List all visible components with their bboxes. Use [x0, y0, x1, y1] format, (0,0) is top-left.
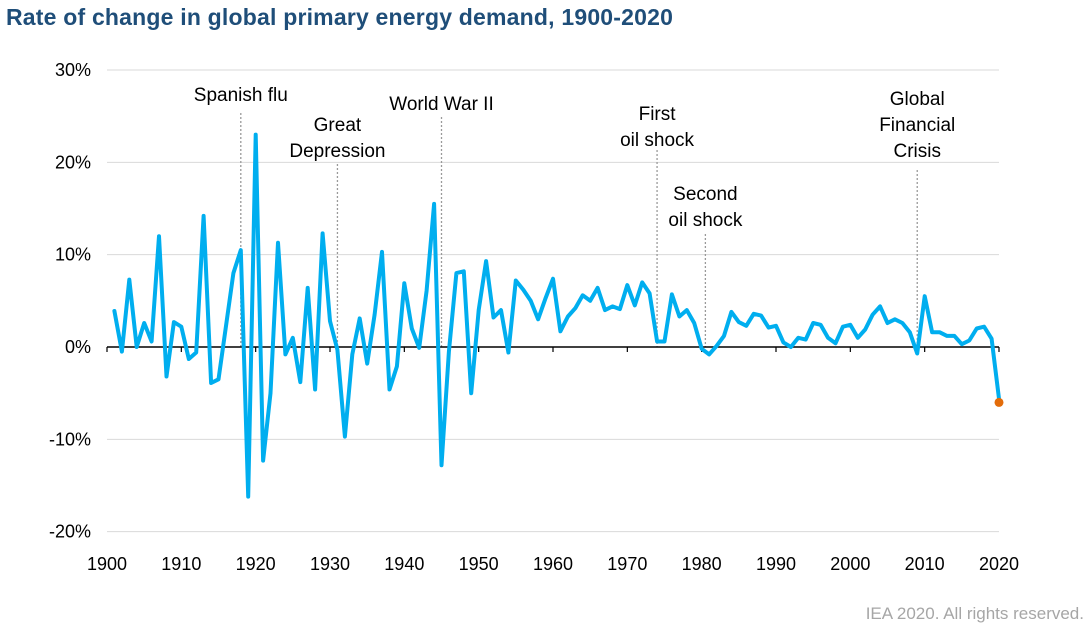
- x-tick-label: 2000: [830, 554, 870, 574]
- y-axis-labels: 30% 20% 10% 0% -10% -20%: [49, 60, 91, 542]
- copyright-credit: IEA 2020. All rights reserved.: [865, 604, 1084, 623]
- annotation-label: World War II: [389, 94, 494, 115]
- x-tick-label: 1970: [607, 554, 647, 574]
- annotation-label: First oil shock: [620, 104, 694, 151]
- annotation-label: Global Financial Crisis: [879, 89, 955, 162]
- x-tick-label: 1930: [310, 554, 350, 574]
- x-tick-label: 2020: [979, 554, 1019, 574]
- x-tick-label: 1990: [756, 554, 796, 574]
- x-tick-label: 1960: [533, 554, 573, 574]
- y-tick-label: 20%: [55, 152, 91, 172]
- x-tick-label: 1900: [87, 554, 127, 574]
- annotation-label: Great Depression: [289, 115, 385, 162]
- x-tick-label: 2010: [905, 554, 945, 574]
- x-tick-label: 1950: [459, 554, 499, 574]
- x-tick-label: 1910: [161, 554, 201, 574]
- y-tick-label: 30%: [55, 60, 91, 80]
- y-tick-label: 0%: [65, 337, 91, 357]
- y-tick-label: -10%: [49, 429, 91, 449]
- series-layer: [112, 132, 1004, 499]
- demand-change-line: [112, 132, 1001, 499]
- annotation-label: Spanish flu: [194, 85, 288, 106]
- chart-title: Rate of change in global primary energy …: [6, 4, 674, 30]
- x-tick-label: 1940: [384, 554, 424, 574]
- x-tick-label: 1980: [682, 554, 722, 574]
- y-tick-label: 10%: [55, 245, 91, 265]
- zero-axis: [106, 346, 1000, 352]
- annotation-label: Second oil shock: [668, 184, 742, 231]
- x-tick-label: 1920: [236, 554, 276, 574]
- y-tick-label: -20%: [49, 522, 91, 542]
- x-axis-labels: 1900 1910 1920 1930 1940 1950 1960 1970 1980 1990…: [87, 554, 1019, 574]
- 2020-estimate-point: [994, 397, 1004, 407]
